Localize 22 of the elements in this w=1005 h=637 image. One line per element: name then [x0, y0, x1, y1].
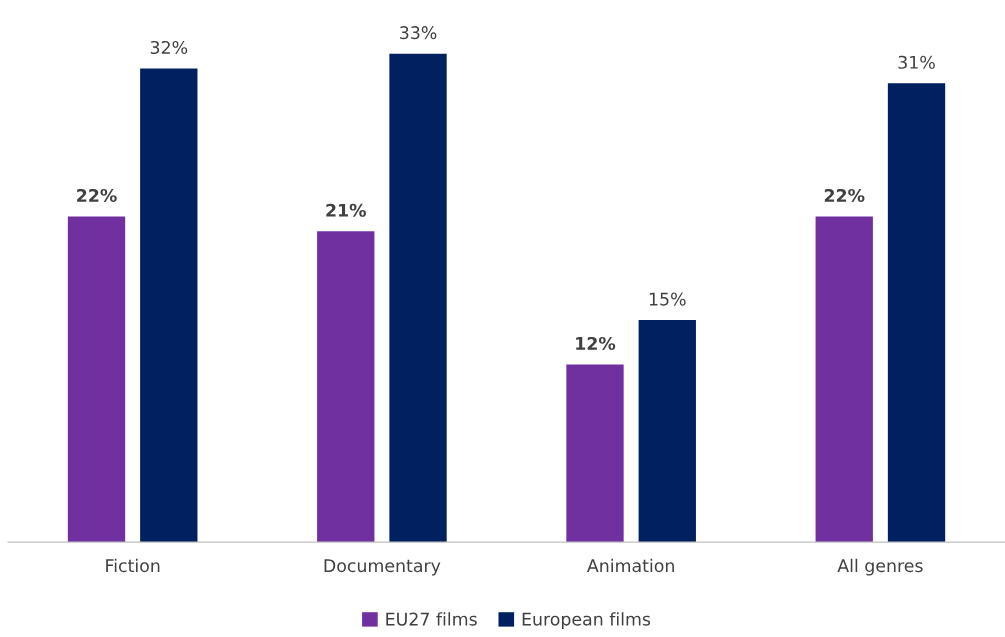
bar [815, 216, 873, 543]
x-tick-label: All genres [837, 558, 923, 576]
legend-label: EU27 films [386, 612, 477, 626]
legend-label: European films [522, 612, 651, 630]
bar [317, 231, 375, 543]
data-label: 15% [649, 292, 686, 306]
data-label: 22% [77, 188, 117, 203]
x-tick-label: Documentary [324, 559, 441, 576]
bar [389, 53, 447, 543]
data-label: 32% [150, 40, 188, 55]
data-label: 12% [576, 336, 616, 351]
data-label: 22% [824, 188, 865, 203]
x-tick-label: Animation [587, 558, 674, 573]
bar [140, 68, 198, 543]
bar [887, 83, 946, 543]
bar [566, 364, 624, 543]
data-label: 21% [326, 203, 366, 217]
data-label: 31% [898, 55, 935, 69]
bar [638, 320, 696, 543]
data-label: 33% [400, 26, 437, 40]
x-tick-label: Fiction [106, 558, 160, 573]
bar [67, 216, 126, 543]
